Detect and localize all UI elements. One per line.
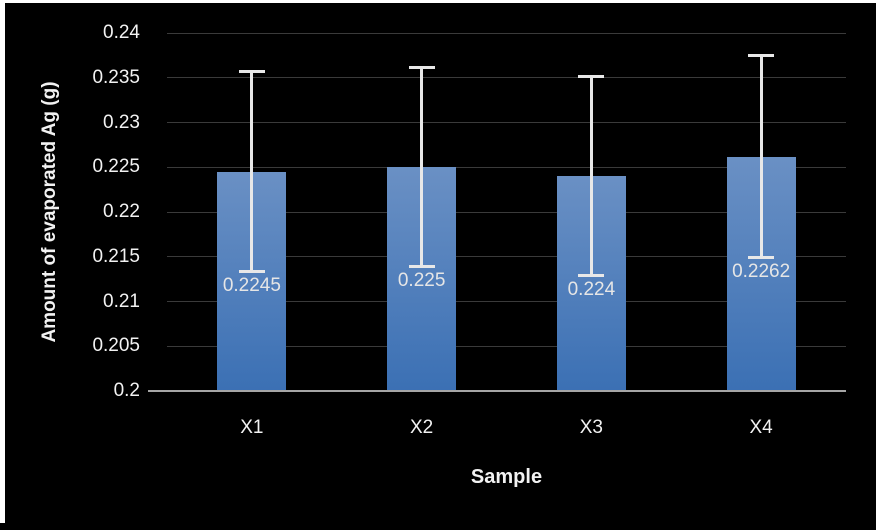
x-tick-label-x2: X2 [410,417,434,438]
y-tick-label: 0.235 [92,66,140,88]
error-bar-cap-bottom [408,265,435,269]
x-tick-label-x4: X4 [749,417,773,438]
error-bar-cap-bottom [748,255,775,259]
y-gridline [167,345,846,347]
y-gridline [167,166,846,168]
y-tick-label: 0.2 [113,380,140,401]
error-bar-line [420,67,424,268]
y-tick-label: 0.215 [92,245,140,267]
x-axis-line [148,390,846,392]
y-gridline [167,32,846,34]
x-tick-label-x1: X1 [240,417,264,438]
y-gridline [167,77,846,79]
data-label: 0.2245 [222,274,281,296]
frame-border-top [0,0,876,3]
error-bar-line [250,71,254,272]
y-tick-label: 0.22 [103,201,140,222]
error-bar-line [759,55,763,258]
data-label: 0.2262 [732,260,791,282]
y-gridline [167,122,846,123]
y-tick-label: 0.205 [92,335,140,357]
data-label: 0.225 [397,270,446,292]
x-axis-title: Sample [470,466,543,488]
y-gridline [167,301,846,302]
data-label: 0.224 [567,279,616,301]
error-bar-cap-top [238,70,265,74]
y-tick-label: 0.24 [103,22,140,43]
y-gridline [167,211,846,213]
y-gridline [167,256,846,258]
y-tick-label: 0.225 [92,156,140,178]
error-bar-line [589,75,593,277]
frame-border-left [0,0,5,523]
error-bar-cap-top [408,66,435,69]
x-tick-label-x3: X3 [579,417,603,438]
error-bar-cap-bottom [578,274,605,278]
y-tick-label: 0.21 [103,290,140,312]
y-tick-label: 0.23 [103,111,140,133]
error-bar-cap-bottom [238,269,265,273]
y-axis-title: Amount of evaporated Ag (g) [39,81,60,343]
error-bar-cap-top [578,74,605,78]
error-bar-cap-top [748,54,775,58]
